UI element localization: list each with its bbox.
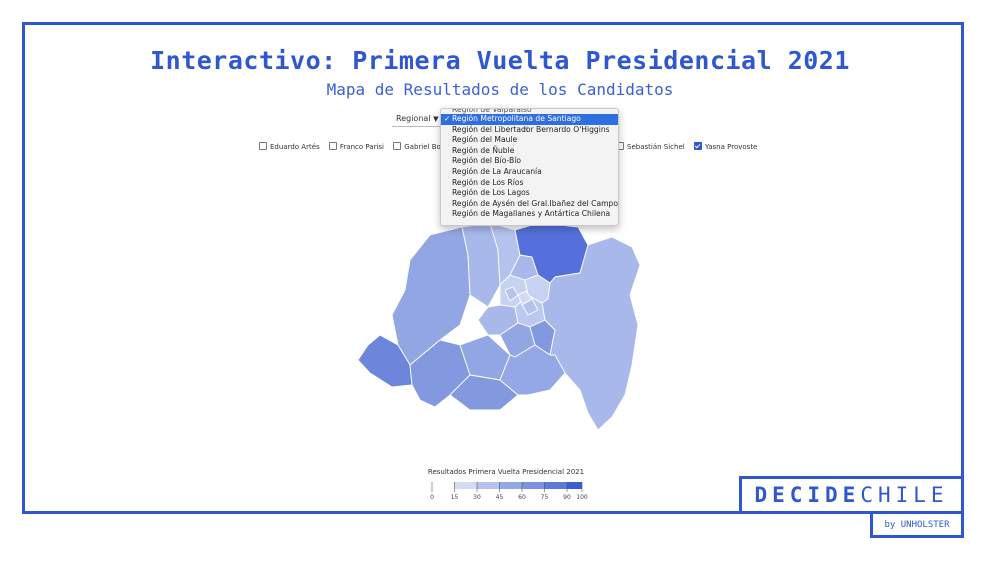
checkmark-icon: ✓: [444, 114, 451, 123]
chevron-down-icon: ▼: [433, 115, 439, 123]
dropdown-option[interactable]: Región de Aysén del Gral.Ibañez del Camp…: [452, 198, 618, 208]
legend-tick-label: 75: [541, 494, 549, 501]
comuna-area: [521, 298, 539, 316]
dropdown-option[interactable]: Región del Libertador Bernardo O'Higgins: [452, 124, 610, 134]
checkbox-icon[interactable]: [393, 142, 402, 150]
dropdown-option[interactable]: Región de Los Lagos: [452, 188, 530, 198]
dropdown-option[interactable]: Región de La Araucanía: [452, 166, 542, 176]
level-select[interactable]: Regional ▼: [392, 112, 443, 127]
candidate-checkbox[interactable]: Sebastián Sichel: [616, 142, 685, 151]
legend-swatch: [522, 482, 545, 489]
candidate-checkbox[interactable]: Gabriel Boric: [393, 142, 450, 151]
page-title: Interactivo: Primera Vuelta Presidencial…: [150, 46, 850, 75]
candidate-filters-right: Sebastián Sichel Yasna Provoste: [616, 142, 764, 151]
dropdown-option[interactable]: Región de Los Ríos: [452, 177, 524, 187]
dropdown-option-partial[interactable]: Región de Valparaíso: [452, 109, 532, 114]
dropdown-option[interactable]: Región del Bío-Bío: [452, 156, 521, 166]
legend-tick-label: 30: [473, 494, 481, 501]
dropdown-option[interactable]: Región de Ñuble: [452, 145, 515, 155]
legend-tick-label: 15: [451, 494, 459, 501]
candidate-label: Eduardo Artés: [270, 143, 320, 151]
candidate-label: Yasna Provoste: [704, 143, 758, 151]
mouse-cursor-icon: ☝: [523, 125, 529, 135]
legend-swatch: [499, 482, 522, 489]
brand-light: CHILE: [860, 483, 949, 507]
legend-swatch: [544, 482, 567, 489]
candidate-checkbox[interactable]: Yasna Provoste: [693, 142, 758, 151]
candidate-checkbox[interactable]: Eduardo Artés: [259, 142, 320, 151]
brand-byline: by UNHOLSTER: [870, 514, 964, 538]
brand-logo: DECIDECHILE: [739, 476, 964, 514]
color-legend: 0 15 30 45 60 75 90 100: [430, 482, 588, 501]
brand-strong: DECIDE: [754, 483, 861, 507]
legend-tick-label: 100: [576, 494, 588, 501]
level-select-value: Regional: [396, 114, 431, 123]
legend-swatch: [567, 482, 582, 489]
legend-swatch: [477, 482, 500, 489]
region-dropdown[interactable]: Región de Valparaíso ✓ Región Metropolita…: [440, 108, 619, 226]
legend-tick-label: 90: [563, 494, 571, 501]
candidate-checkbox[interactable]: Franco Parisi: [328, 142, 384, 151]
dropdown-option[interactable]: Región del Maule: [452, 135, 518, 145]
region-map: [357, 222, 641, 431]
candidate-label: Franco Parisi: [339, 143, 384, 151]
page-subtitle: Mapa de Resultados de los Candidatos: [326, 80, 674, 99]
candidate-label: Gabriel Boric: [404, 143, 450, 151]
candidate-label: Sebastián Sichel: [627, 143, 685, 151]
comuna-area: [357, 334, 413, 388]
comuna-area: [499, 344, 566, 396]
checkbox-icon[interactable]: [328, 142, 337, 150]
legend-tick-label: 0: [430, 494, 434, 501]
legend-title: Resultados Primera Vuelta Presidencial 2…: [427, 468, 585, 476]
legend-swatch: [432, 482, 455, 489]
dropdown-option[interactable]: Región de Magallanes y Antártica Chilena: [452, 209, 611, 219]
dropdown-option-selected[interactable]: ✓ Región Metropolitana de Santiago: [441, 114, 618, 125]
candidate-filters-left: Eduardo Artés Franco Parisi Gabriel Bori…: [259, 142, 456, 151]
legend-tick-label: 60: [518, 494, 526, 501]
legend-tick-label: 45: [496, 494, 504, 501]
content-frame: [22, 22, 964, 514]
comuna-area: [541, 236, 641, 431]
legend-swatch: [454, 482, 477, 489]
checkbox-checked-icon[interactable]: [693, 142, 702, 150]
dropdown-option-label: Región Metropolitana de Santiago: [452, 114, 581, 123]
checkbox-icon[interactable]: [259, 142, 267, 150]
